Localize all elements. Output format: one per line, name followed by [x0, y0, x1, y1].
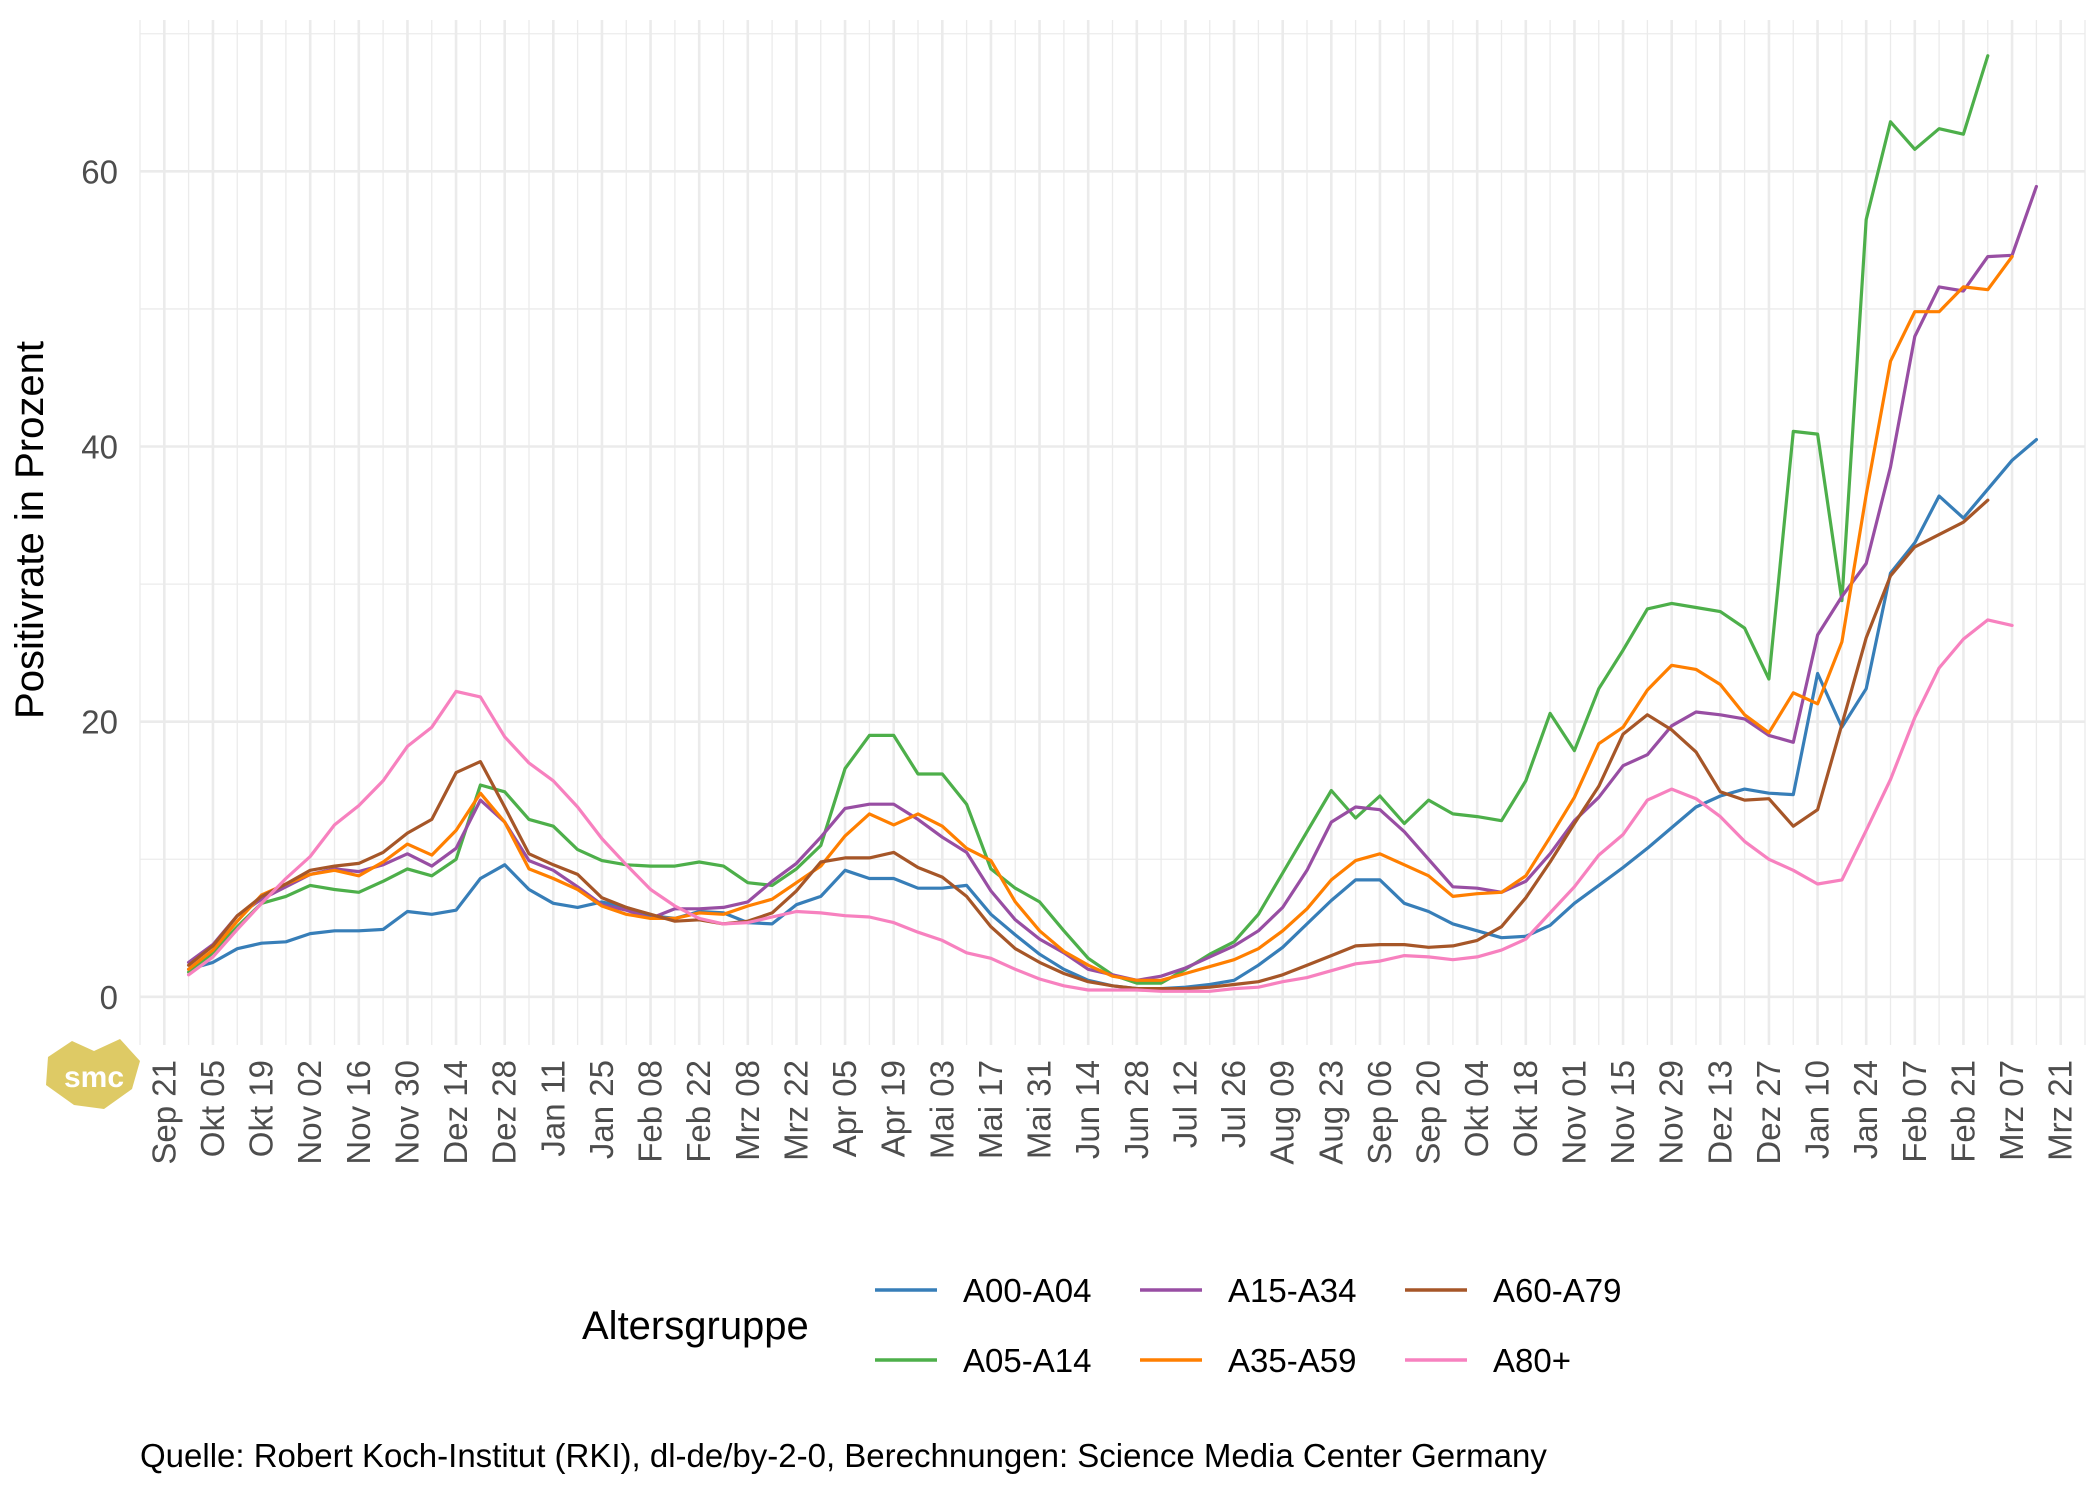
y-tick-label: 60 [81, 153, 118, 190]
legend-label: A80+ [1493, 1342, 1571, 1379]
y-tick-label: 20 [81, 704, 118, 741]
series-line-a80- [187, 618, 2014, 993]
x-tick-label: Nov 16 [340, 1060, 377, 1165]
smc-logo-icon: smc [46, 1039, 140, 1109]
x-tick-label: Okt 05 [194, 1060, 231, 1157]
x-tick-label: Nov 29 [1653, 1060, 1690, 1165]
svg-text:smc: smc [64, 1061, 124, 1094]
x-tick-label: Apr 19 [875, 1060, 912, 1157]
x-tick-label: Nov 01 [1555, 1060, 1592, 1165]
x-tick-label: Jan 10 [1799, 1060, 1836, 1159]
x-tick-label: Jul 12 [1166, 1060, 1203, 1148]
x-tick-label: Jan 25 [583, 1060, 620, 1159]
x-tick-label: Feb 08 [632, 1060, 669, 1163]
x-tick-label: Jun 14 [1069, 1060, 1106, 1159]
legend-label: A05-A14 [963, 1342, 1091, 1379]
x-tick-label: Mai 17 [972, 1060, 1009, 1159]
x-tick-label: Aug 09 [1264, 1060, 1301, 1165]
x-tick-label: Feb 22 [680, 1060, 717, 1163]
x-tick-label: Mrz 08 [729, 1060, 766, 1161]
x-tick-label: Sep 06 [1361, 1060, 1398, 1165]
x-tick-label: Okt 19 [243, 1060, 280, 1157]
series-lines [187, 54, 2039, 993]
x-tick-label: Sep 20 [1410, 1060, 1447, 1165]
x-tick-label: Aug 23 [1312, 1060, 1349, 1165]
x-axis: Sep 21 Okt 05 Okt 19 Nov 02 Nov 16 Nov 30 Dez … [145, 1060, 2078, 1165]
y-axis: 0 20 40 60 [81, 153, 118, 1016]
x-tick-label: Dez 13 [1701, 1060, 1738, 1165]
y-tick-label: 40 [81, 429, 118, 466]
legend-label: A15-A34 [1228, 1272, 1356, 1309]
x-tick-label: Okt 18 [1507, 1060, 1544, 1157]
legend-label: A35-A59 [1228, 1342, 1356, 1379]
legend: Altersgruppe A00-A04 A05-A14 A15-A34 A35-A5… [582, 1272, 1621, 1379]
x-tick-label: Sep 21 [145, 1060, 182, 1165]
grid [139, 20, 2086, 1045]
x-tick-label: Jun 28 [1118, 1060, 1155, 1159]
y-tick-label: 0 [100, 979, 118, 1016]
x-tick-label: Okt 04 [1458, 1060, 1495, 1157]
legend-title: Altersgruppe [582, 1304, 809, 1348]
series-line-a35-a59 [187, 255, 2014, 982]
x-tick-label: Mrz 22 [777, 1060, 814, 1161]
x-tick-label: Nov 02 [291, 1060, 328, 1165]
x-tick-label: Dez 14 [437, 1060, 474, 1165]
legend-label: A00-A04 [963, 1272, 1091, 1309]
x-tick-label: Mrz 21 [2042, 1060, 2079, 1161]
x-tick-label: Jan 24 [1847, 1060, 1884, 1159]
series-line-a05-a14 [187, 54, 1990, 985]
x-tick-label: Nov 30 [388, 1060, 425, 1165]
x-tick-label: Feb 07 [1896, 1060, 1933, 1163]
x-tick-label: Feb 21 [1944, 1060, 1981, 1163]
x-tick-label: Apr 05 [826, 1060, 863, 1157]
x-tick-label: Dez 28 [486, 1060, 523, 1165]
x-tick-label: Nov 15 [1604, 1060, 1641, 1165]
series-line-a60-a79 [187, 498, 1990, 991]
x-tick-label: Jan 11 [534, 1060, 571, 1157]
y-axis-title: Positivrate in Prozent [8, 341, 52, 719]
x-tick-label: Mai 03 [923, 1060, 960, 1159]
x-tick-label: Dez 27 [1750, 1060, 1787, 1165]
x-tick-label: Mai 31 [1021, 1060, 1058, 1159]
legend-label: A60-A79 [1493, 1272, 1621, 1309]
source-caption: Quelle: Robert Koch-Institut (RKI), dl-d… [140, 1437, 1547, 1474]
x-tick-label: Mrz 07 [1993, 1060, 2030, 1161]
x-tick-label: Jul 26 [1215, 1060, 1252, 1148]
